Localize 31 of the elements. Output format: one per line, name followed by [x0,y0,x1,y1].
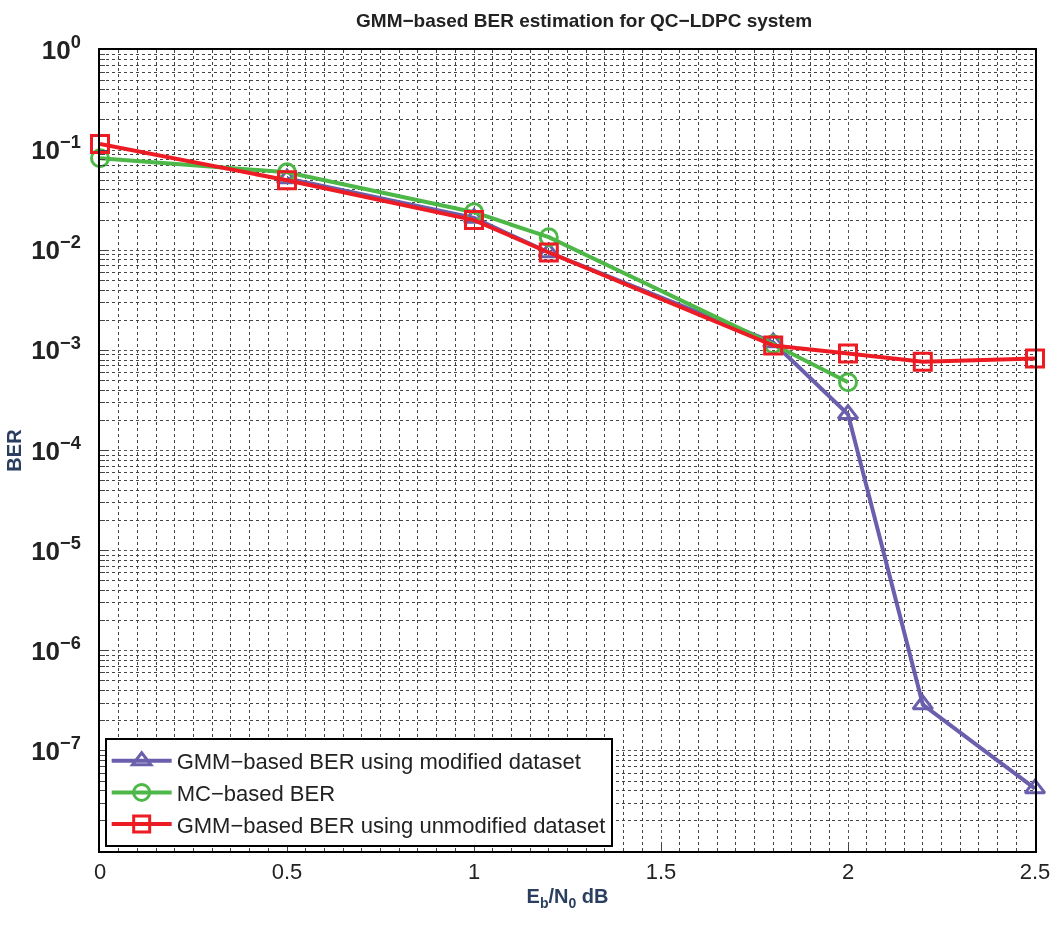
x-tick-label: 0 [93,859,107,885]
legend-label: MC−based BER [176,780,336,806]
y-tick-label: 10$^{−7}$ [31,733,81,766]
point [912,351,933,372]
y-tick-label: 10$^{−2}$ [31,232,81,266]
y-axis-title: BER [3,428,26,472]
x-tick-label: 1.5 [645,859,677,885]
point [1025,348,1045,369]
x-tick-label: 2.5 [1019,859,1051,885]
point [911,694,935,711]
point [838,343,858,364]
y-tick-label: 10$^{−4}$ [31,432,82,466]
x-tick-label: 1 [467,859,481,885]
y-tick-label: 10$^{−6}$ [31,632,81,666]
y-tick-label: 10$^{−1}$ [31,132,81,166]
x-tick-label: 0.5 [271,859,303,885]
x-axis-title: E$_{b}$/N$_{0}$ dB [526,885,609,911]
legend-label: GMM−based BER using modified dataset [176,749,581,775]
x-tick-label: 2 [841,859,855,885]
y-tick-label: 10$^{0}$ [41,32,81,66]
point [838,372,858,393]
point [464,210,484,231]
y-tick-label: 10$^{−5}$ [31,532,81,566]
y-tick-label: 10$^{−3}$ [31,332,81,366]
point [836,404,860,421]
point [1023,778,1047,795]
point [538,242,559,263]
point [90,134,110,155]
point [277,170,297,191]
chart-title: GMM−based BER estimation for QC−LDPC system [356,10,813,32]
legend-label: GMM−based BER using unmodified dataset [176,812,606,838]
